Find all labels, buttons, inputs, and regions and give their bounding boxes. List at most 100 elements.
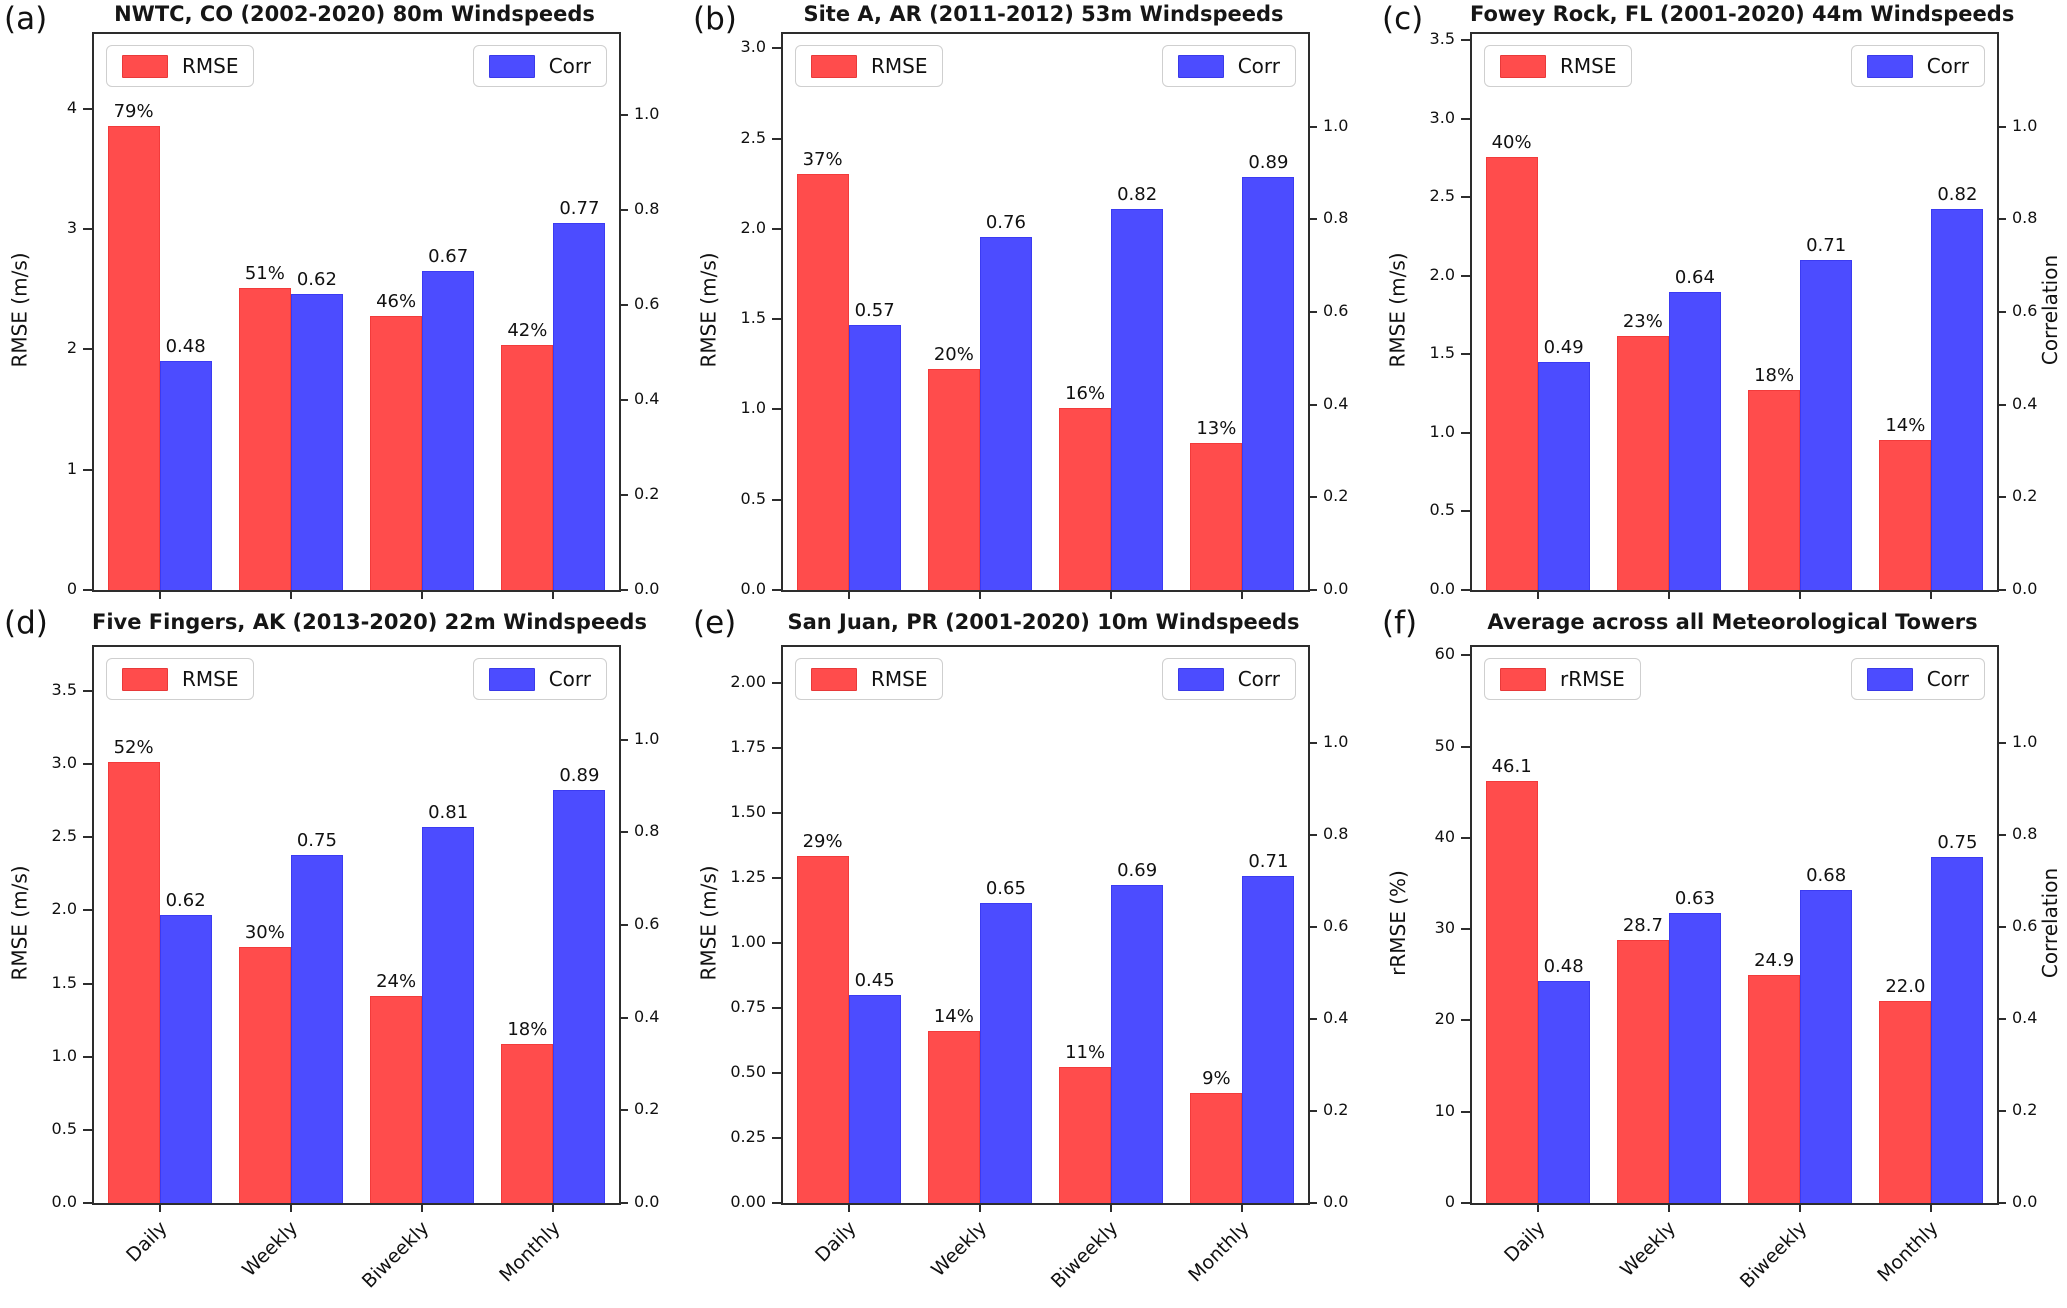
right-tick-label: 0.0 <box>1323 579 1349 598</box>
left-tick-label: 3 <box>66 217 77 237</box>
corr-bar <box>1242 875 1295 1203</box>
left-tick-mark <box>1461 745 1470 748</box>
corr-bar-value-label: 0.89 <box>1248 151 1289 173</box>
panel-title: Average across all Meteorological Towers <box>1487 610 1978 634</box>
rmse-bar <box>796 173 849 590</box>
left-tick-mark <box>772 1202 781 1204</box>
rmse-bar <box>1059 408 1112 590</box>
right-tick-label: 0.4 <box>2012 393 2038 413</box>
right-tick-mark <box>1997 218 2006 221</box>
left-tick-mark <box>83 589 92 591</box>
rmse-bar <box>1485 781 1538 1203</box>
left-tick-mark <box>772 682 781 685</box>
right-tick-label: 0.8 <box>2012 824 2038 844</box>
corr-bar-value-label: 0.49 <box>1543 336 1584 358</box>
legend-corr: Corr <box>1850 658 1985 700</box>
x-category-label: Weekly <box>238 1217 303 1282</box>
left-tick-label: 20 <box>1434 1009 1455 1029</box>
panel-c: (c) Fowey Rock, FL (2001-2020) 44m Winds… <box>1378 0 2067 600</box>
x-tick-mark <box>847 590 850 599</box>
rmse-legend-label: rRMSE <box>1560 667 1625 691</box>
left-tick-mark <box>772 747 781 750</box>
axes-a: RMSE Corr 0 1 2 3 4 1.0 0.8 0.6 0.4 0.2 0.0 79% 0.48… <box>67 32 659 599</box>
left-tick-label: 1.25 <box>730 867 766 887</box>
corr-bar-value-label: 0.65 <box>985 878 1026 900</box>
x-category-label: Monthly <box>1184 1217 1254 1287</box>
panel-title: San Juan, PR (2001-2020) 10m Windspeeds <box>787 610 1300 634</box>
rmse-bar-value-label: 16% <box>1065 383 1106 405</box>
left-axis-label: RMSE (m/s) <box>691 645 727 1201</box>
right-tick-mark <box>1308 589 1317 591</box>
right-axis-label-text: Correlation <box>2038 867 2063 979</box>
corr-bar <box>1800 260 1853 590</box>
corr-legend-swatch <box>1177 667 1224 691</box>
left-tick-mark <box>1461 353 1470 356</box>
corr-bar <box>1111 209 1164 590</box>
left-tick-label: 40 <box>1434 826 1455 846</box>
right-tick-mark <box>1308 1202 1317 1204</box>
rmse-bar-value-label: 14% <box>933 1005 974 1027</box>
right-tick-label: 0.4 <box>634 388 660 408</box>
rmse-bar-value-label: 24% <box>376 970 417 992</box>
x-tick-mark <box>1241 1203 1244 1212</box>
right-tick-mark <box>1997 1202 2006 1204</box>
x-tick-mark <box>158 1203 161 1212</box>
left-tick-mark <box>1461 589 1470 591</box>
right-tick-label: 0.0 <box>2012 1192 2038 1211</box>
corr-bar-value-label: 0.81 <box>428 801 469 823</box>
left-tick-label: 1 <box>66 458 77 478</box>
rmse-bar-value-label: 37% <box>802 148 843 170</box>
x-category-label: Daily <box>121 1217 172 1267</box>
panel-letter: (b) <box>693 1 737 37</box>
left-tick-mark <box>1461 274 1470 277</box>
rmse-bar <box>238 947 291 1203</box>
x-category-label: Weekly <box>927 1217 992 1282</box>
rmse-bar-value-label: 11% <box>1065 1041 1106 1063</box>
rmse-bar-value-label: 18% <box>507 1018 548 1040</box>
left-tick-label: 0.5 <box>740 488 766 508</box>
corr-legend-label: Corr <box>1237 667 1280 691</box>
rmse-bar <box>1190 442 1243 590</box>
right-tick-mark <box>1997 742 2006 745</box>
right-tick-label: 0.8 <box>634 821 660 841</box>
right-tick-label: 1.0 <box>634 728 660 748</box>
right-tick-mark <box>1997 926 2006 929</box>
corr-bar <box>422 270 475 590</box>
left-tick-mark <box>772 1072 781 1075</box>
corr-bar <box>422 826 475 1203</box>
corr-bar-value-label: 0.71 <box>1248 850 1289 872</box>
right-tick-label: 0.6 <box>1323 916 1349 936</box>
rmse-legend-label: RMSE <box>871 54 928 78</box>
legend-rmse: RMSE <box>795 45 944 87</box>
corr-bar <box>553 223 606 590</box>
rmse-legend-swatch <box>1500 667 1546 691</box>
left-tick-mark <box>83 1128 92 1131</box>
right-tick-label: 0.4 <box>1323 393 1349 413</box>
right-tick-mark <box>1997 125 2006 128</box>
corr-legend-label: Corr <box>1926 54 1969 78</box>
left-tick-label: 10 <box>1434 1100 1455 1120</box>
rmse-bar <box>107 761 160 1203</box>
legend-corr: Corr <box>1161 658 1296 700</box>
legend-rmse: RMSE <box>1484 45 1633 87</box>
legend-rmse: RMSE <box>795 658 944 700</box>
left-tick-label: 1.5 <box>51 972 77 992</box>
right-tick-mark <box>619 1016 628 1019</box>
corr-legend-swatch <box>1866 667 1913 691</box>
left-tick-label: 1.0 <box>740 398 766 418</box>
left-tick-mark <box>83 982 92 985</box>
left-tick-mark <box>83 348 92 351</box>
corr-legend-swatch <box>1177 54 1224 78</box>
rmse-bar-value-label: 42% <box>507 319 548 341</box>
x-tick-mark <box>289 1203 292 1212</box>
x-tick-mark <box>289 590 292 599</box>
legend-corr: Corr <box>1850 45 1985 87</box>
left-tick-mark <box>772 942 781 945</box>
corr-bar-value-label: 0.82 <box>1937 184 1978 206</box>
corr-bar-value-label: 0.48 <box>165 335 206 357</box>
panel-title: NWTC, CO (2002-2020) 80m Windspeeds <box>114 2 595 26</box>
right-tick-mark <box>619 738 628 741</box>
rmse-bar-value-label: 20% <box>933 343 974 365</box>
legend-corr: Corr <box>472 658 607 700</box>
right-tick-mark <box>1308 496 1317 499</box>
